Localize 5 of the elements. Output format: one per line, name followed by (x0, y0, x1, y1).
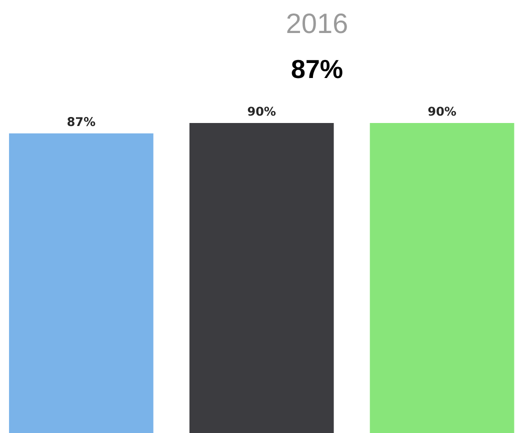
data-label: 90% (428, 106, 456, 116)
data-label: 90% (248, 106, 276, 116)
chart-title: 2016 (287, 13, 347, 34)
chart-subtitle: 87% (292, 60, 342, 78)
data-label: 87% (68, 117, 96, 126)
